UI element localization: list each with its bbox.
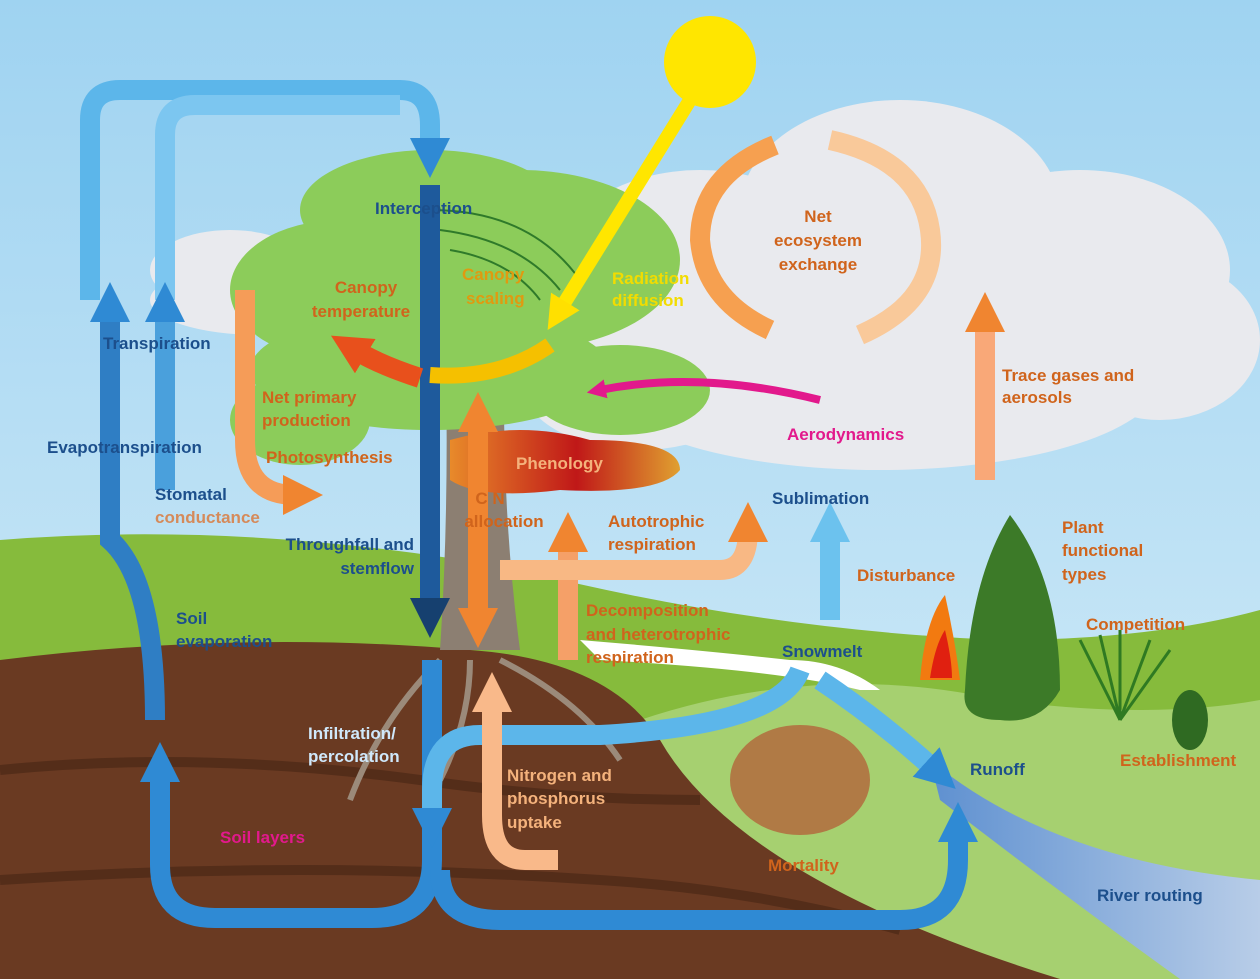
label-line: Nitrogen and: [507, 766, 612, 785]
label-line: ecosystem: [774, 231, 862, 250]
label-line: River routing: [1097, 886, 1203, 905]
label-line: Photosynthesis: [266, 448, 393, 467]
label: Establishment: [1120, 751, 1237, 770]
label-line: Sublimation: [772, 489, 869, 508]
label-line: Canopy: [335, 278, 398, 297]
label-line: temperature: [312, 302, 410, 321]
label: Evapotranspiration: [47, 438, 202, 457]
vegetation-part: [730, 725, 870, 835]
label-line: Interception: [375, 199, 472, 218]
label-line: Infiltration/: [308, 724, 396, 743]
label-line: Mortality: [768, 856, 839, 875]
page: Interception Canopy scaling Radiation diff…: [0, 0, 1260, 979]
label-line: Plant: [1062, 518, 1104, 537]
label-line: Establishment: [1120, 751, 1237, 770]
label-line: stemflow: [340, 559, 414, 578]
label: Mortality: [768, 856, 839, 875]
diagram: Interception Canopy scaling Radiation diff…: [0, 0, 1260, 979]
label-line: Transpiration: [103, 334, 211, 353]
label-line: Runoff: [970, 760, 1025, 779]
label-line: allocation: [464, 512, 543, 531]
label-line: aerosols: [1002, 388, 1072, 407]
label-line: functional: [1062, 541, 1143, 560]
label-line: Autotrophic: [608, 512, 704, 531]
label-line: Soil layers: [220, 828, 305, 847]
label-line: respiration: [586, 648, 674, 667]
label-line: evaporation: [176, 632, 272, 651]
label-line: Trace gases and: [1002, 366, 1134, 385]
label: Runoff: [970, 760, 1025, 779]
sun-part: [664, 16, 756, 108]
label-line: Evapotranspiration: [47, 438, 202, 457]
label-line: Throughfall and: [286, 535, 414, 554]
label-line: Phenology: [516, 454, 603, 473]
label-line: conductance: [155, 508, 260, 527]
label-line: Net primary: [262, 388, 357, 407]
label-line: Disturbance: [857, 566, 955, 585]
label: Snowmelt: [782, 642, 863, 661]
label-line: percolation: [308, 747, 400, 766]
label-line: Soil: [176, 609, 207, 628]
label-line: Stomatal: [155, 485, 227, 504]
label-line: Aerodynamics: [787, 425, 904, 444]
label-line: Net: [804, 207, 832, 226]
label: Soil layers: [220, 828, 305, 847]
label: Photosynthesis: [266, 448, 393, 467]
label-line: phosphorus: [507, 789, 605, 808]
label-line: Snowmelt: [782, 642, 863, 661]
vegetation-part: [1172, 690, 1208, 750]
label: Phenology: [516, 454, 603, 473]
label-line: C N: [475, 489, 504, 508]
label-line: diffusion: [612, 291, 684, 310]
label: Transpiration: [103, 334, 211, 353]
label-line: respiration: [608, 535, 696, 554]
sun: [664, 16, 756, 108]
label-line: Canopy: [462, 265, 525, 284]
label: Sublimation: [772, 489, 869, 508]
label-line: types: [1062, 565, 1106, 584]
label: Disturbance: [857, 566, 955, 585]
label-line: and heterotrophic: [586, 625, 731, 644]
label: Interception: [375, 199, 472, 218]
label-line: exchange: [779, 255, 857, 274]
label: River routing: [1097, 886, 1203, 905]
label-line: production: [262, 411, 351, 430]
label-line: scaling: [466, 289, 525, 308]
label-line: uptake: [507, 813, 562, 832]
label: Aerodynamics: [787, 425, 904, 444]
label-line: Radiation: [612, 269, 689, 288]
label-line: Decomposition: [586, 601, 709, 620]
label: Competition: [1086, 615, 1185, 634]
label-line: Competition: [1086, 615, 1185, 634]
